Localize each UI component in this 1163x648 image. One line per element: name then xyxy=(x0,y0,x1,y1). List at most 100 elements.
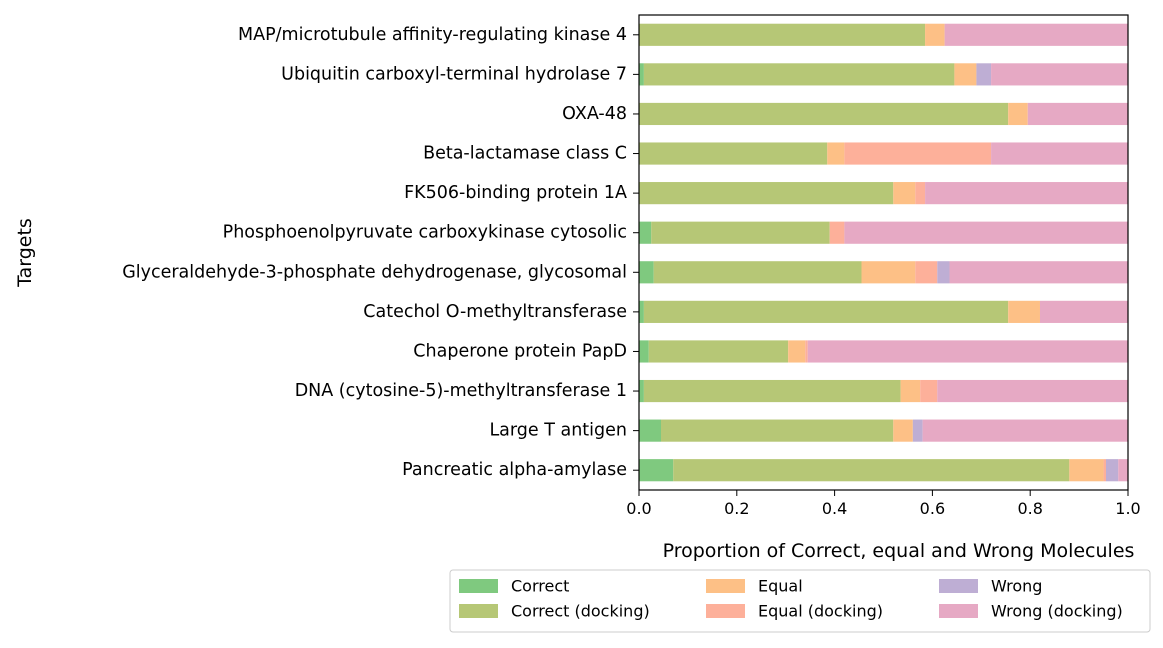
y-tick-label: FK506-binding protein 1A xyxy=(404,183,627,203)
bar-row-beta-lactamase-class-c xyxy=(639,142,1128,165)
legend-swatch xyxy=(706,579,745,593)
bar-segment-equal-docking xyxy=(1103,459,1106,482)
legend-item-equal: Equal xyxy=(706,577,803,596)
y-tick-label: Ubiquitin carboxyl-terminal hydrolase 7 xyxy=(281,64,627,84)
y-tick-label: Catechol O-methyltransferase xyxy=(363,302,627,322)
bar-segment-correct xyxy=(639,419,662,442)
y-tick-label: Glyceraldehyde-3-phosphate dehydrogenase… xyxy=(122,262,627,282)
bar-segment-correct-docking xyxy=(653,261,862,284)
x-tick-label: 0.4 xyxy=(822,499,847,518)
bar-segment-wrong-docking xyxy=(991,63,1128,86)
bar-segment-correct-docking xyxy=(651,221,830,244)
bar-segment-wrong xyxy=(937,261,950,284)
bar-segment-correct-docking xyxy=(648,340,789,363)
bar-segment-equal-docking xyxy=(829,221,845,244)
bar-segment-wrong-docking xyxy=(937,379,1128,403)
bar-segment-equal-docking xyxy=(844,142,992,165)
bar-segment-equal xyxy=(893,182,916,205)
x-axis-label: Proportion of Correct, equal and Wrong M… xyxy=(663,540,1135,562)
bar-row-phosphoenolpyruvate-carboxykinase-cytosolic xyxy=(639,221,1128,244)
bar-segment-wrong-docking xyxy=(949,261,1128,284)
bar-row-ubiquitin-carboxyl-terminal-hydrolase-7 xyxy=(639,63,1128,86)
bar-segment-equal xyxy=(1069,459,1104,482)
y-tick-labels: MAP/microtubule affinity-regulating kina… xyxy=(122,25,639,480)
bar-segment-equal xyxy=(893,419,913,442)
legend-label: Correct xyxy=(511,577,569,596)
legend-label: Wrong (docking) xyxy=(991,602,1123,621)
legend-swatch xyxy=(459,604,498,618)
legend-label: Equal xyxy=(758,577,803,596)
y-tick-label: MAP/microtubule affinity-regulating kina… xyxy=(238,25,627,45)
y-tick-label: Pancreatic alpha-amylase xyxy=(402,460,627,480)
bar-row-fk506-binding-protein-1a xyxy=(639,182,1128,205)
legend-item-correct-docking: Correct (docking) xyxy=(459,602,650,621)
legend-label: Wrong xyxy=(991,577,1042,596)
legend-item-equal-docking: Equal (docking) xyxy=(706,602,883,621)
bar-segment-equal xyxy=(861,261,916,284)
bar-segment-wrong-docking xyxy=(991,142,1128,165)
legend-swatch xyxy=(459,579,498,593)
bar-segment-correct xyxy=(639,300,644,323)
legend: Correct Correct (docking) Equal Equal (dock… xyxy=(449,569,1151,633)
bar-segment-equal xyxy=(954,63,977,86)
legend-label: Equal (docking) xyxy=(758,602,883,621)
bar-segment-wrong xyxy=(912,419,923,442)
x-tick-label: 0.2 xyxy=(724,499,749,518)
legend-swatch xyxy=(706,604,745,618)
bar-segment-correct-docking xyxy=(643,300,1009,323)
bar-segment-correct-docking xyxy=(643,379,901,403)
bar-segment-equal xyxy=(1008,300,1040,323)
bar-segment-correct-docking xyxy=(639,102,1009,126)
bars-layer xyxy=(639,23,1128,482)
bar-segment-wrong-docking xyxy=(807,340,1128,363)
bar-segment-wrong-docking xyxy=(1039,300,1128,323)
bar-segment-wrong-docking xyxy=(1118,459,1128,482)
bar-segment-correct xyxy=(639,379,644,403)
x-tick-label: 0.8 xyxy=(1017,499,1042,518)
bar-row-map-microtubule-affinity-regulating-kinase-4 xyxy=(639,23,1128,46)
bar-segment-equal-docking xyxy=(915,182,926,205)
y-tick-label: OXA-48 xyxy=(562,104,627,124)
bar-segment-equal-docking xyxy=(915,261,938,284)
legend-label: Correct (docking) xyxy=(511,602,650,621)
bar-segment-equal-docking xyxy=(920,379,938,403)
bar-row-pancreatic-alpha-amylase xyxy=(639,459,1128,482)
y-tick-label: Beta-lactamase class C xyxy=(423,144,627,164)
bar-segment-wrong xyxy=(1105,459,1119,482)
plot-frame xyxy=(638,14,1129,491)
bar-segment-correct xyxy=(639,340,649,363)
bar-segment-correct-docking xyxy=(639,182,894,205)
bar-segment-wrong-docking xyxy=(1027,102,1128,126)
bar-segment-correct-docking xyxy=(673,459,1070,482)
bar-segment-equal xyxy=(925,23,945,46)
bar-row-oxa-48 xyxy=(639,102,1128,126)
bar-row-dna-cytosine-5-methyltransferase-1 xyxy=(639,379,1128,403)
bar-segment-correct-docking xyxy=(639,142,828,165)
y-axis-label: Targets xyxy=(14,218,36,288)
x-tick-labels: 0.0 0.2 0.4 0.6 0.8 1.0 xyxy=(626,490,1141,518)
bar-segment-correct-docking xyxy=(643,63,955,86)
bar-segment-equal xyxy=(900,379,921,403)
x-tick-label: 0.6 xyxy=(920,499,945,518)
legend-item-wrong-docking: Wrong (docking) xyxy=(939,602,1123,621)
bar-row-large-t-antigen xyxy=(639,419,1128,442)
x-tick-label: 1.0 xyxy=(1115,499,1140,518)
bar-segment-correct xyxy=(639,63,644,86)
y-tick-label: Large T antigen xyxy=(489,421,627,441)
bar-segment-correct xyxy=(639,261,654,284)
bar-segment-correct xyxy=(639,221,652,244)
bar-segment-wrong-docking xyxy=(925,182,1128,205)
legend-item-wrong: Wrong xyxy=(939,577,1042,596)
y-tick-label: DNA (cytosine-5)-methyltransferase 1 xyxy=(295,381,627,401)
bar-segment-equal xyxy=(788,340,806,363)
bar-row-chaperone-protein-papd xyxy=(639,340,1128,363)
bar-segment-wrong-docking xyxy=(944,23,1128,46)
bar-segment-equal xyxy=(827,142,845,165)
y-tick-label: Chaperone protein PapD xyxy=(413,341,627,361)
bar-segment-wrong-docking xyxy=(844,221,1128,244)
bar-row-catechol-o-methyltransferase xyxy=(639,300,1128,323)
x-tick-label: 0.0 xyxy=(626,499,651,518)
y-tick-label: Phosphoenolpyruvate carboxykinase cytoso… xyxy=(223,223,627,243)
